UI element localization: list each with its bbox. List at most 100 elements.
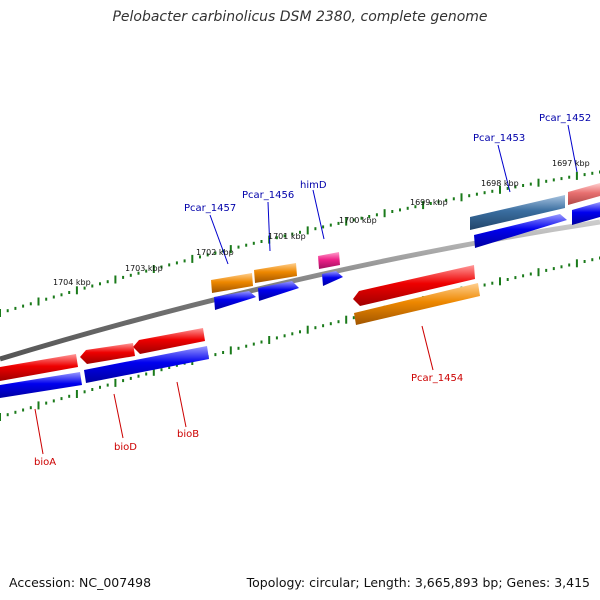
scale-tick [60, 397, 63, 401]
outer-scale-ring [0, 170, 600, 317]
gene-Pcar_1453[interactable] [470, 195, 565, 230]
gene-label[interactable]: himD [300, 180, 327, 191]
scale-tick [468, 194, 471, 198]
scale-tick [191, 254, 194, 263]
gene-bioA[interactable] [0, 354, 78, 381]
scale-tick [329, 223, 332, 227]
scale-tick [445, 198, 448, 202]
scale-tick [237, 346, 240, 350]
scale-tick [545, 268, 548, 272]
cds-forward-himD[interactable] [322, 271, 343, 286]
scale-tick [83, 390, 86, 394]
scale-tick [37, 401, 40, 410]
scale-label: 1699 kbp [410, 198, 448, 207]
scale-tick [37, 297, 40, 306]
scale-tick [499, 185, 501, 194]
scale-tick [68, 291, 71, 294]
scale-tick [568, 175, 571, 179]
gene-label[interactable]: bioD [114, 442, 137, 453]
scale-tick [499, 277, 501, 286]
cds-inner-bioB-bioD[interactable] [84, 346, 209, 383]
cds-forward-Pcar_1453[interactable] [474, 214, 567, 248]
scale-tick [29, 406, 32, 410]
gene-label[interactable]: Pcar_1453 [473, 133, 525, 144]
scale-tick [391, 210, 394, 213]
scale-tick [29, 302, 32, 306]
scale-tick [152, 265, 155, 273]
gene-label[interactable]: Pcar_1456 [242, 190, 294, 201]
scale-tick [529, 272, 532, 276]
scale-tick [437, 200, 440, 204]
gene-Pcar_1456[interactable] [254, 263, 297, 283]
top-gene-labels: Pcar_1452 Pcar_1453 himD Pcar_1456 Pcar_… [184, 113, 591, 214]
scale-tick [106, 383, 109, 387]
gene-label[interactable]: bioB [177, 429, 199, 440]
gene-label[interactable]: bioA [34, 457, 56, 468]
scale-tick [329, 322, 332, 326]
scale-label: 1704 kbp [53, 278, 91, 287]
gene-himD[interactable] [318, 252, 340, 269]
scale-tick [14, 410, 17, 414]
scale-tick [506, 278, 509, 281]
gene-Pcar_1454[interactable] [353, 265, 480, 325]
scale-tick [99, 282, 101, 286]
scale-tick [337, 221, 340, 225]
scale-tick [483, 191, 486, 195]
scale-tick [252, 241, 255, 245]
scale-tick [22, 408, 25, 412]
scale-tick [375, 213, 378, 217]
scale-tick [152, 367, 155, 376]
cds-forward-Pcar_1457[interactable] [214, 291, 256, 310]
scale-tick [260, 340, 263, 344]
gene-label[interactable]: Pcar_1452 [539, 113, 591, 124]
scale-tick [383, 209, 386, 218]
scale-label: 1702 kbp [196, 248, 234, 257]
scale-tick [306, 325, 309, 334]
scale-tick [314, 227, 317, 231]
summary-text: Topology: circular; Length: 3,665,893 bp… [246, 575, 590, 590]
scale-tick [83, 286, 86, 290]
scale-tick [68, 394, 71, 398]
gene-Pcar_1452[interactable] [568, 183, 600, 205]
scale-tick [275, 236, 278, 240]
scale-label: 1700 kbp [339, 216, 377, 225]
scale-tick [214, 353, 217, 357]
scale-tick [168, 366, 171, 369]
scale-tick [229, 245, 232, 254]
scale-tick [299, 330, 301, 334]
scale-tick [306, 226, 309, 235]
cds-forward-Pcar_1456[interactable] [258, 281, 299, 301]
scale-label: 1701 kbp [268, 232, 306, 241]
gene-bioD[interactable] [80, 343, 135, 364]
scale-tick [91, 284, 94, 288]
scale-tick [422, 201, 425, 210]
scale-tick [160, 368, 163, 372]
scale-tick [552, 178, 555, 182]
scale-tick [406, 206, 409, 210]
scale-tick [75, 390, 78, 398]
cds-inner-bioA[interactable] [0, 372, 82, 398]
scale-tick [75, 286, 78, 295]
scale-tick [291, 332, 294, 336]
scale-tick [337, 320, 340, 324]
scale-tick [122, 379, 125, 383]
scale-tick [352, 316, 355, 320]
scale-label: 1698 kbp [481, 179, 519, 188]
scale-tick [575, 259, 578, 268]
scale-tick [168, 263, 171, 267]
scale-tick [360, 216, 363, 220]
scale-tick [199, 255, 201, 259]
gene-label[interactable]: Pcar_1457 [184, 203, 236, 214]
scale-labels: 1697 kbp 1698 kbp 1699 kbp 1700 kbp 1701… [53, 159, 590, 287]
gene-label[interactable]: Pcar_1454 [411, 373, 463, 384]
scale-tick [245, 243, 248, 247]
gene-bioB[interactable] [133, 328, 205, 354]
cds-forward-Pcar_1452[interactable] [572, 202, 600, 225]
scale-tick [0, 413, 1, 421]
scale-tick [22, 304, 25, 308]
scale-tick [460, 193, 463, 202]
scale-tick [537, 178, 540, 187]
gene-Pcar_1457[interactable] [211, 273, 253, 293]
scale-tick [52, 399, 55, 403]
